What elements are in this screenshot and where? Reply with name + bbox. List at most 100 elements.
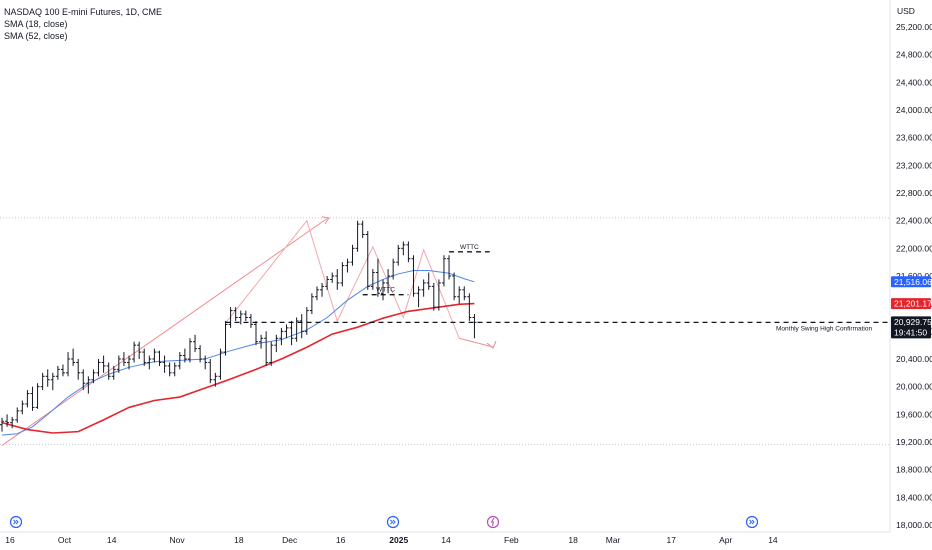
ohlc-bar bbox=[40, 372, 45, 391]
ohlc-bar bbox=[96, 359, 101, 377]
ohlc-bar bbox=[101, 355, 106, 373]
y-tick-label: 23,200.00 bbox=[896, 160, 932, 170]
ohlc-bar bbox=[55, 365, 60, 380]
time-axis: 16 Oct 14 Nov 18 Dec 16 2025 14 Feb 18 Mar 17 Apr 14 bbox=[5, 535, 778, 545]
down-arrow-line bbox=[459, 337, 494, 348]
ohlc-bar bbox=[386, 269, 391, 294]
ohlc-bar bbox=[355, 220, 360, 252]
ohlc-bar bbox=[416, 286, 421, 308]
ohlc-bar bbox=[254, 320, 258, 346]
ohlc-bar bbox=[299, 314, 304, 339]
ohlc-bar bbox=[198, 345, 203, 363]
sma52-legend[interactable]: SMA (52, close) bbox=[4, 31, 68, 41]
y-tick-label: 25,200.00 bbox=[896, 22, 932, 32]
ohlc-bar bbox=[447, 255, 452, 280]
ohlc-bar bbox=[127, 355, 131, 370]
sma18-legend[interactable]: SMA (18, close) bbox=[4, 19, 68, 29]
y-tick-label: 20,000.00 bbox=[896, 382, 932, 392]
ohlc-bar bbox=[325, 276, 330, 290]
ohlc-bar bbox=[436, 279, 441, 311]
ohlc-bar bbox=[76, 359, 81, 380]
y-tick-label: 18,400.00 bbox=[896, 492, 932, 502]
x-tick-label: 16 bbox=[336, 535, 346, 545]
ohlc-bar bbox=[375, 258, 380, 297]
grid-layer bbox=[0, 0, 891, 533]
ohlc-bar bbox=[45, 369, 50, 387]
ohlc-bar bbox=[121, 352, 126, 366]
ohlc-bar bbox=[345, 258, 350, 273]
ohlc-bar bbox=[20, 400, 25, 415]
ohlc-bar bbox=[152, 348, 157, 363]
ohlc-bar bbox=[111, 365, 116, 380]
ohlc-bar bbox=[71, 348, 76, 366]
wttc-label: WTTC bbox=[376, 287, 395, 294]
x-tick-label: 2025 bbox=[389, 535, 408, 545]
price-axis: USD 25,200.00 24,800.00 24,400.00 24,000.00 2… bbox=[891, 6, 932, 530]
ohlc-bar bbox=[294, 317, 299, 342]
price-badge: 21,516.06 bbox=[891, 276, 932, 288]
ohlc-bar bbox=[304, 307, 309, 335]
ohlc-bar bbox=[381, 279, 385, 301]
ohlc-bar bbox=[177, 352, 182, 370]
ohlc-bar bbox=[309, 293, 314, 315]
y-tick-label: 24,400.00 bbox=[896, 77, 932, 87]
currency-label: USD bbox=[897, 6, 915, 16]
ohlc-bar bbox=[441, 255, 446, 287]
ohlc-bar bbox=[284, 324, 289, 339]
event-marker-icon bbox=[9, 515, 23, 529]
ohlc-bar bbox=[269, 341, 274, 366]
ohlc-bar bbox=[167, 362, 172, 377]
y-tick-label: 22,800.00 bbox=[896, 188, 932, 198]
ohlc-bar bbox=[406, 241, 411, 263]
y-tick-label: 24,000.00 bbox=[896, 105, 932, 115]
ohlc-bar bbox=[248, 314, 253, 328]
ohlc-bar bbox=[335, 269, 340, 290]
sma52-line bbox=[1, 302, 475, 434]
lightning-event-icon bbox=[486, 515, 500, 529]
x-tick-label: Apr bbox=[719, 535, 732, 545]
ohlc-bar bbox=[289, 320, 294, 346]
ohlc-bar bbox=[91, 369, 96, 384]
ohlc-bar bbox=[50, 372, 55, 391]
ohlc-bar bbox=[391, 258, 396, 280]
ohlc-bar bbox=[162, 355, 167, 373]
ohlc-bar bbox=[81, 369, 86, 391]
x-tick-label: Feb bbox=[504, 535, 519, 545]
plot-layer: Monthly Swing High Confirmation WTTC WTTC bbox=[0, 216, 890, 529]
event-marker-icon bbox=[745, 515, 759, 529]
x-tick-label: 14 bbox=[441, 535, 451, 545]
ohlc-bar bbox=[350, 244, 355, 266]
ohlc-bar bbox=[330, 272, 335, 283]
ohlc-bar bbox=[279, 327, 284, 346]
y-tick-label: 21,600.00 bbox=[896, 271, 932, 281]
ohlc-bar bbox=[238, 310, 243, 325]
ohlc-bar bbox=[147, 355, 152, 370]
ohlc-bar bbox=[116, 355, 121, 373]
ohlc-bar bbox=[421, 279, 426, 297]
chart-legend: NASDAQ 100 E-mini Futures, 1D, CME SMA (… bbox=[4, 6, 162, 42]
ohlc-bar bbox=[314, 286, 319, 301]
ohlc-bar bbox=[187, 338, 192, 363]
ohlc-bar bbox=[10, 417, 15, 429]
ohlc-bar bbox=[218, 348, 223, 380]
ohlc-bar bbox=[203, 355, 208, 370]
x-tick-label: 17 bbox=[666, 535, 676, 545]
ohlc-bar bbox=[426, 272, 431, 290]
ohlc-bar bbox=[0, 417, 4, 432]
y-tick-label: 20,400.00 bbox=[896, 354, 932, 364]
y-tick-label: 19,200.00 bbox=[896, 437, 932, 447]
event-marker-icon bbox=[386, 515, 400, 529]
x-tick-label: Mar bbox=[606, 535, 621, 545]
ohlc-bar bbox=[360, 220, 365, 238]
y-tick-label: 22,000.00 bbox=[896, 243, 932, 253]
ohlc-bar bbox=[172, 362, 177, 377]
y-tick-label: 18,000.00 bbox=[896, 520, 932, 530]
ohlc-bar bbox=[233, 307, 238, 321]
ohlc-bar bbox=[411, 255, 416, 297]
chart-title: NASDAQ 100 E-mini Futures, 1D, CME bbox=[4, 7, 163, 17]
ohlc-bar bbox=[243, 310, 248, 321]
ohlc-bar bbox=[60, 364, 65, 377]
countdown-label: 19:41:50 bbox=[894, 327, 927, 337]
